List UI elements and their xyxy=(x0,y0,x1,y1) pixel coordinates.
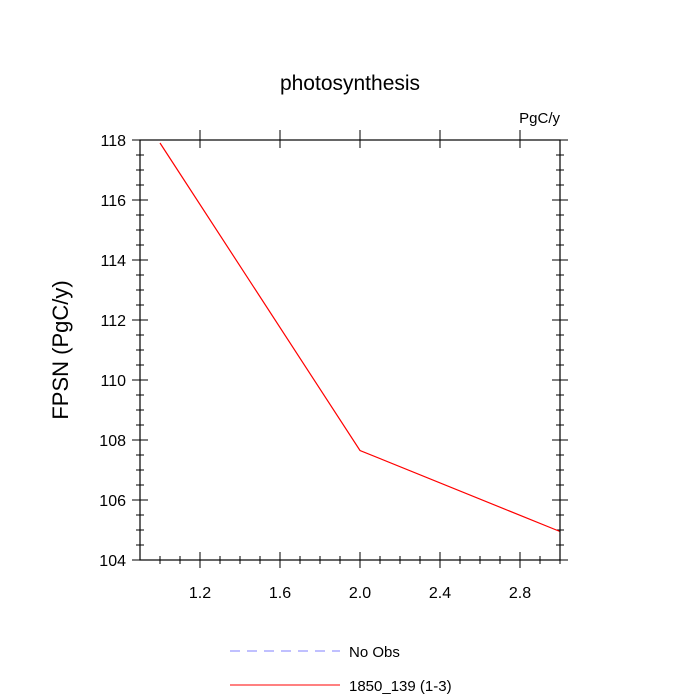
x-tick-label: 2.4 xyxy=(429,585,451,602)
legend-label-1850-139: 1850_139 (1-3) xyxy=(349,678,452,695)
series-line-0 xyxy=(159,142,561,533)
x-tick-label: 2.0 xyxy=(349,585,371,602)
tick-marks xyxy=(132,130,568,568)
chart-title: photosynthesis xyxy=(280,72,420,95)
y-tick-label: 108 xyxy=(99,433,126,450)
x-tick-labels: 1.2 1.6 2.0 2.4 2.8 xyxy=(189,585,531,602)
legend-label-no-obs: No Obs xyxy=(349,644,400,661)
y-tick-label: 118 xyxy=(100,133,126,150)
y-tick-label: 114 xyxy=(100,253,126,270)
x-tick-label: 2.8 xyxy=(509,585,531,602)
legend: No Obs 1850_139 (1-3) xyxy=(230,644,452,695)
y-axis-label: FPSN (PgC/y) xyxy=(48,280,73,419)
plot-series xyxy=(159,142,561,533)
x-tick-label: 1.2 xyxy=(189,585,211,602)
y-tick-label: 106 xyxy=(99,493,126,510)
x-tick-label: 1.6 xyxy=(269,585,291,602)
y-tick-label: 112 xyxy=(100,313,126,330)
y-tick-label: 110 xyxy=(100,373,126,390)
y-tick-labels: 104 106 108 110 112 114 116 118 xyxy=(99,133,126,570)
plot-frame xyxy=(139,139,561,561)
y-tick-label: 116 xyxy=(100,193,126,210)
y-tick-label: 104 xyxy=(99,553,126,570)
units-label: PgC/y xyxy=(519,110,560,127)
